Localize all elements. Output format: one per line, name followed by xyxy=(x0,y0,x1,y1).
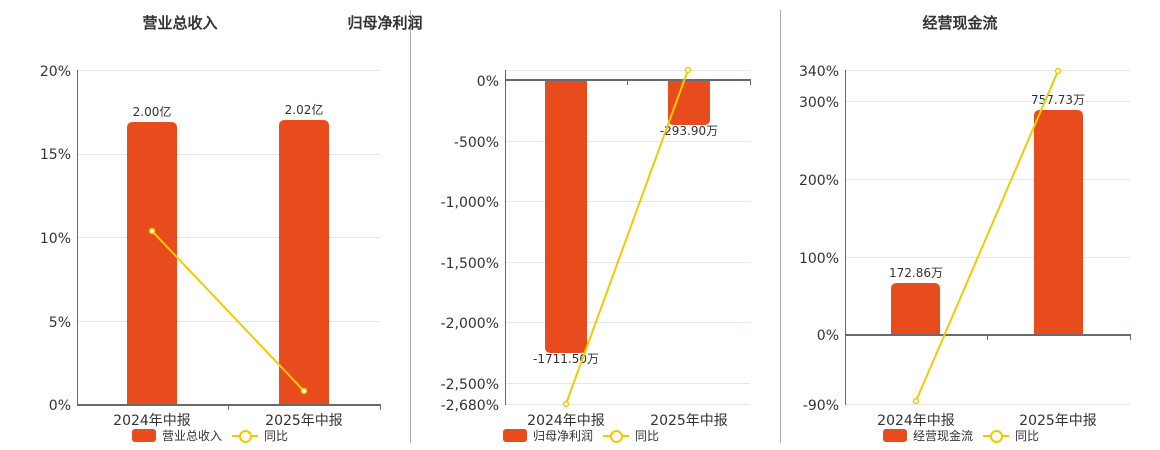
y-axis-labels: 340% 300% 200% 100% 0% -90% xyxy=(799,64,839,414)
legend-line-swatch[interactable] xyxy=(983,429,1010,443)
legend: 经营现金流 同比 xyxy=(883,427,1039,444)
bar-labels: -1711.50万 -293.90万 xyxy=(533,124,718,366)
yoy-line xyxy=(912,67,1062,405)
legend-bar-label[interactable]: 归母净利润 xyxy=(533,429,594,443)
bar-labels: 2.00亿 2.02亿 xyxy=(133,102,324,119)
chart-revenue: 20% 15% 10% 5% 0% 2.00亿 2.02亿 2024年中报 20… xyxy=(40,64,381,429)
svg-text:-1,500%: -1,500% xyxy=(441,256,499,272)
svg-text:2.00亿: 2.00亿 xyxy=(133,104,172,119)
bars xyxy=(891,110,1083,335)
bar-2024[interactable] xyxy=(127,122,177,405)
svg-text:172.86万: 172.86万 xyxy=(889,266,943,280)
chart-net-profit: 0% -500% -1,000% -1,500% -2,000% -2,500%… xyxy=(441,66,751,429)
x-axis-labels: 2024年中报 2025年中报 xyxy=(527,413,728,429)
yoy-point[interactable] xyxy=(300,387,308,395)
svg-text:2025年中报: 2025年中报 xyxy=(265,413,343,429)
svg-text:2024年中报: 2024年中报 xyxy=(527,413,605,429)
legend: 营业总收入 同比 xyxy=(132,427,288,444)
svg-text:100%: 100% xyxy=(799,251,839,267)
yoy-line xyxy=(148,227,308,395)
y-axis-labels: 20% 15% 10% 5% 0% xyxy=(40,64,71,414)
legend-line-label[interactable]: 同比 xyxy=(1015,429,1040,443)
svg-text:757.73万: 757.73万 xyxy=(1031,93,1085,107)
legend-line-swatch[interactable] xyxy=(232,429,259,443)
yoy-point[interactable] xyxy=(148,227,156,235)
y-tick: 5% xyxy=(49,315,71,331)
chart-title: 归母净利润 xyxy=(347,14,423,32)
legend-bar-swatch[interactable] xyxy=(503,429,527,442)
yoy-line xyxy=(562,66,692,408)
svg-text:2025年中报: 2025年中报 xyxy=(650,413,728,429)
panel-divider xyxy=(780,10,781,443)
legend-bar-swatch[interactable] xyxy=(132,429,156,442)
legend-line-label[interactable]: 同比 xyxy=(264,429,289,443)
svg-text:2024年中报: 2024年中报 xyxy=(113,413,191,429)
svg-text:2024年中报: 2024年中报 xyxy=(877,413,955,429)
legend: 归母净利润 同比 xyxy=(503,427,659,444)
chart-title: 经营现金流 xyxy=(922,14,998,32)
y-tick: 20% xyxy=(40,64,71,80)
yoy-point[interactable] xyxy=(562,400,570,408)
svg-text:-1,000%: -1,000% xyxy=(441,195,499,211)
svg-text:-90%: -90% xyxy=(803,398,839,414)
svg-text:300%: 300% xyxy=(799,95,839,111)
bars xyxy=(127,120,329,405)
yoy-point[interactable] xyxy=(684,66,692,74)
y-tick: 0% xyxy=(49,398,71,414)
svg-text:-293.90万: -293.90万 xyxy=(660,124,718,138)
x-axis-labels: 2024年中报 2025年中报 xyxy=(877,413,1097,429)
legend-bar-label[interactable]: 经营现金流 xyxy=(913,429,974,443)
legend-line-swatch[interactable] xyxy=(603,429,630,443)
bar-2025[interactable] xyxy=(279,120,329,405)
x-axis-labels: 2024年中报 2025年中报 xyxy=(113,413,343,429)
chart-panel-revenue: 营业总收入 20% 15% 10% 5% 0% 2.00亿 2.02亿 xyxy=(0,0,410,450)
svg-text:2025年中报: 2025年中报 xyxy=(1019,413,1097,429)
chart-panel-net-profit: 归母净利润 0% -500% -1,000% -1,500% -2,000% -… xyxy=(347,14,751,444)
svg-text:340%: 340% xyxy=(799,64,839,80)
y-tick: 10% xyxy=(40,231,71,247)
svg-text:-2,500%: -2,500% xyxy=(441,377,499,393)
svg-text:2.02亿: 2.02亿 xyxy=(285,102,324,117)
gridlines xyxy=(845,70,1130,405)
legend-bar-swatch[interactable] xyxy=(883,429,907,442)
bar-2025[interactable] xyxy=(668,80,710,125)
svg-text:-2,680%: -2,680% xyxy=(441,398,499,414)
svg-text:0%: 0% xyxy=(817,328,839,344)
bar-2025[interactable] xyxy=(1034,110,1083,335)
yoy-point[interactable] xyxy=(1054,67,1062,75)
svg-text:200%: 200% xyxy=(799,173,839,189)
svg-text:0%: 0% xyxy=(477,74,499,90)
chart-title: 营业总收入 xyxy=(142,14,218,32)
svg-text:-500%: -500% xyxy=(454,135,499,151)
y-tick: 15% xyxy=(40,147,71,163)
bar-2024[interactable] xyxy=(891,283,940,335)
panel-divider xyxy=(410,10,411,443)
legend-bar-label[interactable]: 营业总收入 xyxy=(162,429,223,443)
y-axis-labels: 0% -500% -1,000% -1,500% -2,000% -2,500%… xyxy=(441,74,499,414)
bars xyxy=(545,80,710,353)
legend-line-label[interactable]: 同比 xyxy=(635,429,660,443)
svg-text:-2,000%: -2,000% xyxy=(441,316,499,332)
bar-2024[interactable] xyxy=(545,80,587,353)
svg-text:-1711.50万: -1711.50万 xyxy=(533,352,599,366)
yoy-point[interactable] xyxy=(912,397,920,405)
